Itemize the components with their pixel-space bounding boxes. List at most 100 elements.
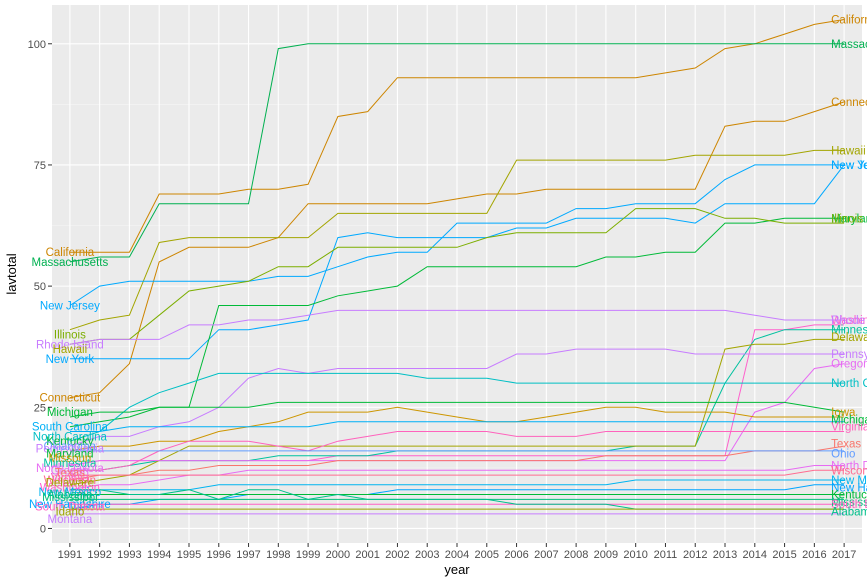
y-axis-ticks: 0 25 50 75 100	[28, 39, 52, 535]
x-tick-label: 1998	[266, 549, 290, 561]
series-label: North Carolina	[831, 378, 867, 390]
series-label: New Jersey	[831, 160, 867, 172]
y-axis-title: lavtotal	[4, 253, 19, 294]
series-label: California	[831, 15, 867, 27]
series-label: New York	[46, 354, 95, 366]
series-label: Virginia	[831, 422, 867, 434]
series-line	[69, 421, 845, 432]
series-label: Alabama	[47, 490, 93, 502]
series-label: Michigan	[47, 407, 93, 419]
x-tick-label: 2006	[504, 549, 528, 561]
series-line	[69, 208, 845, 345]
series-label: New Mexico	[831, 475, 867, 487]
series-line	[69, 164, 845, 306]
x-tick-label: 2001	[355, 549, 379, 561]
series-label: Kentucky	[46, 436, 94, 448]
series-line	[69, 19, 845, 253]
x-tick-label: 2004	[445, 549, 469, 561]
series-label: Connecticut	[831, 97, 867, 109]
series-label: Delaware	[831, 332, 867, 344]
y-tick-label: 100	[28, 39, 46, 51]
series-label: Minnesota	[43, 458, 97, 470]
series-line	[69, 469, 845, 476]
series-label: Ohio	[831, 448, 855, 460]
series-line	[69, 217, 845, 428]
series-label: Iowa	[831, 407, 856, 419]
x-tick-label: 2002	[385, 549, 409, 561]
series-line	[69, 309, 845, 345]
series-label: North Carolina	[33, 431, 108, 443]
series-line	[69, 101, 845, 399]
series-label: South Carolina	[32, 422, 109, 434]
x-tick-label: 2008	[564, 549, 588, 561]
series-label: Massachusetts	[831, 39, 867, 51]
series-label: Idaho	[55, 506, 84, 518]
x-tick-label: 2000	[326, 549, 350, 561]
series-label: California	[46, 247, 95, 259]
series-label: Alabama	[831, 506, 867, 518]
series-label: Delaware	[46, 477, 95, 489]
x-axis-ticks: 1991 1992 1993 1994 1995 1996 1997 1998 1999 2000…	[58, 543, 856, 561]
x-axis-title: year	[444, 562, 470, 577]
y-tick-label: 0	[40, 523, 46, 535]
x-tick-label: 2010	[623, 549, 647, 561]
series-label: Pennsylvania	[831, 349, 867, 361]
series-label: Missouri	[48, 453, 91, 465]
x-tick-label: 2003	[415, 549, 439, 561]
x-tick-label: 2007	[534, 549, 558, 561]
series-label: Illinois	[831, 213, 863, 225]
x-tick-label: 2012	[683, 549, 707, 561]
series-lines	[69, 19, 845, 515]
series-line	[69, 149, 845, 331]
series-label: Wisconsin	[44, 475, 96, 487]
y-tick-label: 75	[34, 160, 46, 172]
series-label: Maryland	[46, 448, 93, 460]
series-line	[69, 445, 845, 481]
series-label: New Mexico	[39, 487, 102, 499]
x-tick-label: 2016	[802, 549, 826, 561]
series-label: New York	[831, 160, 867, 172]
series-label: Texas	[831, 439, 861, 451]
series-label: North Dakota	[36, 463, 104, 475]
series-line	[69, 479, 845, 491]
series-label: Virginia	[51, 473, 90, 485]
series-label: South Dakota	[831, 499, 867, 511]
series-label: Massachusetts	[32, 257, 109, 269]
x-tick-label: 2014	[743, 549, 767, 561]
x-tick-label: 1992	[87, 549, 111, 561]
x-tick-label: 2013	[713, 549, 737, 561]
series-label: North Dakota	[831, 460, 867, 472]
series-label: Maryland	[831, 213, 867, 225]
x-tick-label: 1997	[236, 549, 260, 561]
series-label: South Dakota	[35, 502, 105, 514]
series-label: Wisconsin	[831, 465, 867, 477]
series-line	[69, 348, 845, 447]
series-label: Mississippi	[831, 497, 867, 509]
series-label: Connecticut	[40, 393, 102, 405]
series-label: Montana	[47, 514, 92, 526]
series-label: Washington	[40, 482, 100, 494]
series-line	[69, 431, 845, 471]
series-label: Illinois	[54, 330, 86, 342]
series-line	[69, 401, 845, 418]
series-label: New Hampshire	[29, 499, 111, 511]
series-label: Hawaii	[831, 145, 866, 157]
x-tick-label: 2009	[594, 549, 618, 561]
x-tick-label: 2005	[475, 549, 499, 561]
series-label: Pennsylvania	[36, 443, 105, 455]
x-tick-label: 1994	[147, 549, 171, 561]
series-label: Rhode Island	[831, 315, 867, 327]
series-label: New Jersey	[40, 301, 100, 313]
x-tick-label: 1991	[58, 549, 82, 561]
series-label: Oregon	[831, 359, 867, 371]
x-tick-label: 1993	[117, 549, 141, 561]
series-label: Texas	[55, 468, 85, 480]
series-label: New Hampshire	[831, 482, 867, 494]
x-tick-label: 2017	[832, 549, 856, 561]
series-line	[69, 43, 845, 263]
series-label: Oregon	[51, 465, 89, 477]
y-tick-label: 25	[34, 402, 46, 414]
series-label: Washington	[831, 315, 867, 327]
